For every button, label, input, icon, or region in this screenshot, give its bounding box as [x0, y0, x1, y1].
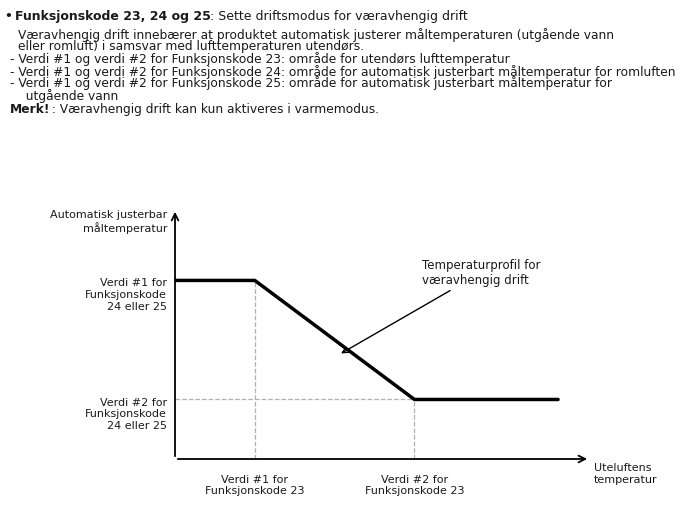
Text: - Verdi #1 og verdi #2 for Funksjonskode 23: område for utendørs lufttemperatur: - Verdi #1 og verdi #2 for Funksjonskode… — [10, 52, 510, 66]
Text: •: • — [5, 10, 18, 23]
Text: Merk!: Merk! — [10, 103, 50, 116]
Text: Uteluftens
temperatur: Uteluftens temperatur — [594, 462, 657, 484]
Text: : Væravhengig drift kan kun aktiveres i varmemodus.: : Væravhengig drift kan kun aktiveres i … — [48, 103, 379, 116]
Text: Verdi #2 for
Funksjonskode
24 eller 25: Verdi #2 for Funksjonskode 24 eller 25 — [85, 397, 167, 430]
Text: Verdi #2 for
Funksjonskode 23: Verdi #2 for Funksjonskode 23 — [365, 474, 464, 495]
Text: Verdi #1 for
Funksjonskode
24 eller 25: Verdi #1 for Funksjonskode 24 eller 25 — [85, 278, 167, 311]
Text: Temperaturprofil for
væravhengig drift: Temperaturprofil for væravhengig drift — [342, 259, 541, 353]
Text: utgående vann: utgående vann — [18, 89, 118, 103]
Text: : Sette driftsmodus for væravhengig drift: : Sette driftsmodus for væravhengig drif… — [206, 10, 468, 23]
Text: Funksjonskode 23, 24 og 25: Funksjonskode 23, 24 og 25 — [15, 10, 211, 23]
Text: - Verdi #1 og verdi #2 for Funksjonskode 25: område for automatisk justerbart må: - Verdi #1 og verdi #2 for Funksjonskode… — [10, 76, 612, 90]
Text: Væravhengig drift innebærer at produktet automatisk justerer måltemperaturen (ut: Væravhengig drift innebærer at produktet… — [18, 28, 614, 42]
Text: Verdi #1 for
Funksjonskode 23: Verdi #1 for Funksjonskode 23 — [205, 474, 304, 495]
Text: - Verdi #1 og verdi #2 for Funksjonskode 24: område for automatisk justerbart må: - Verdi #1 og verdi #2 for Funksjonskode… — [10, 65, 675, 79]
Text: Automatisk justerbar
måltemperatur: Automatisk justerbar måltemperatur — [50, 210, 167, 234]
Text: eller romluft) i samsvar med lufttemperaturen utendørs.: eller romluft) i samsvar med lufttempera… — [18, 40, 364, 53]
